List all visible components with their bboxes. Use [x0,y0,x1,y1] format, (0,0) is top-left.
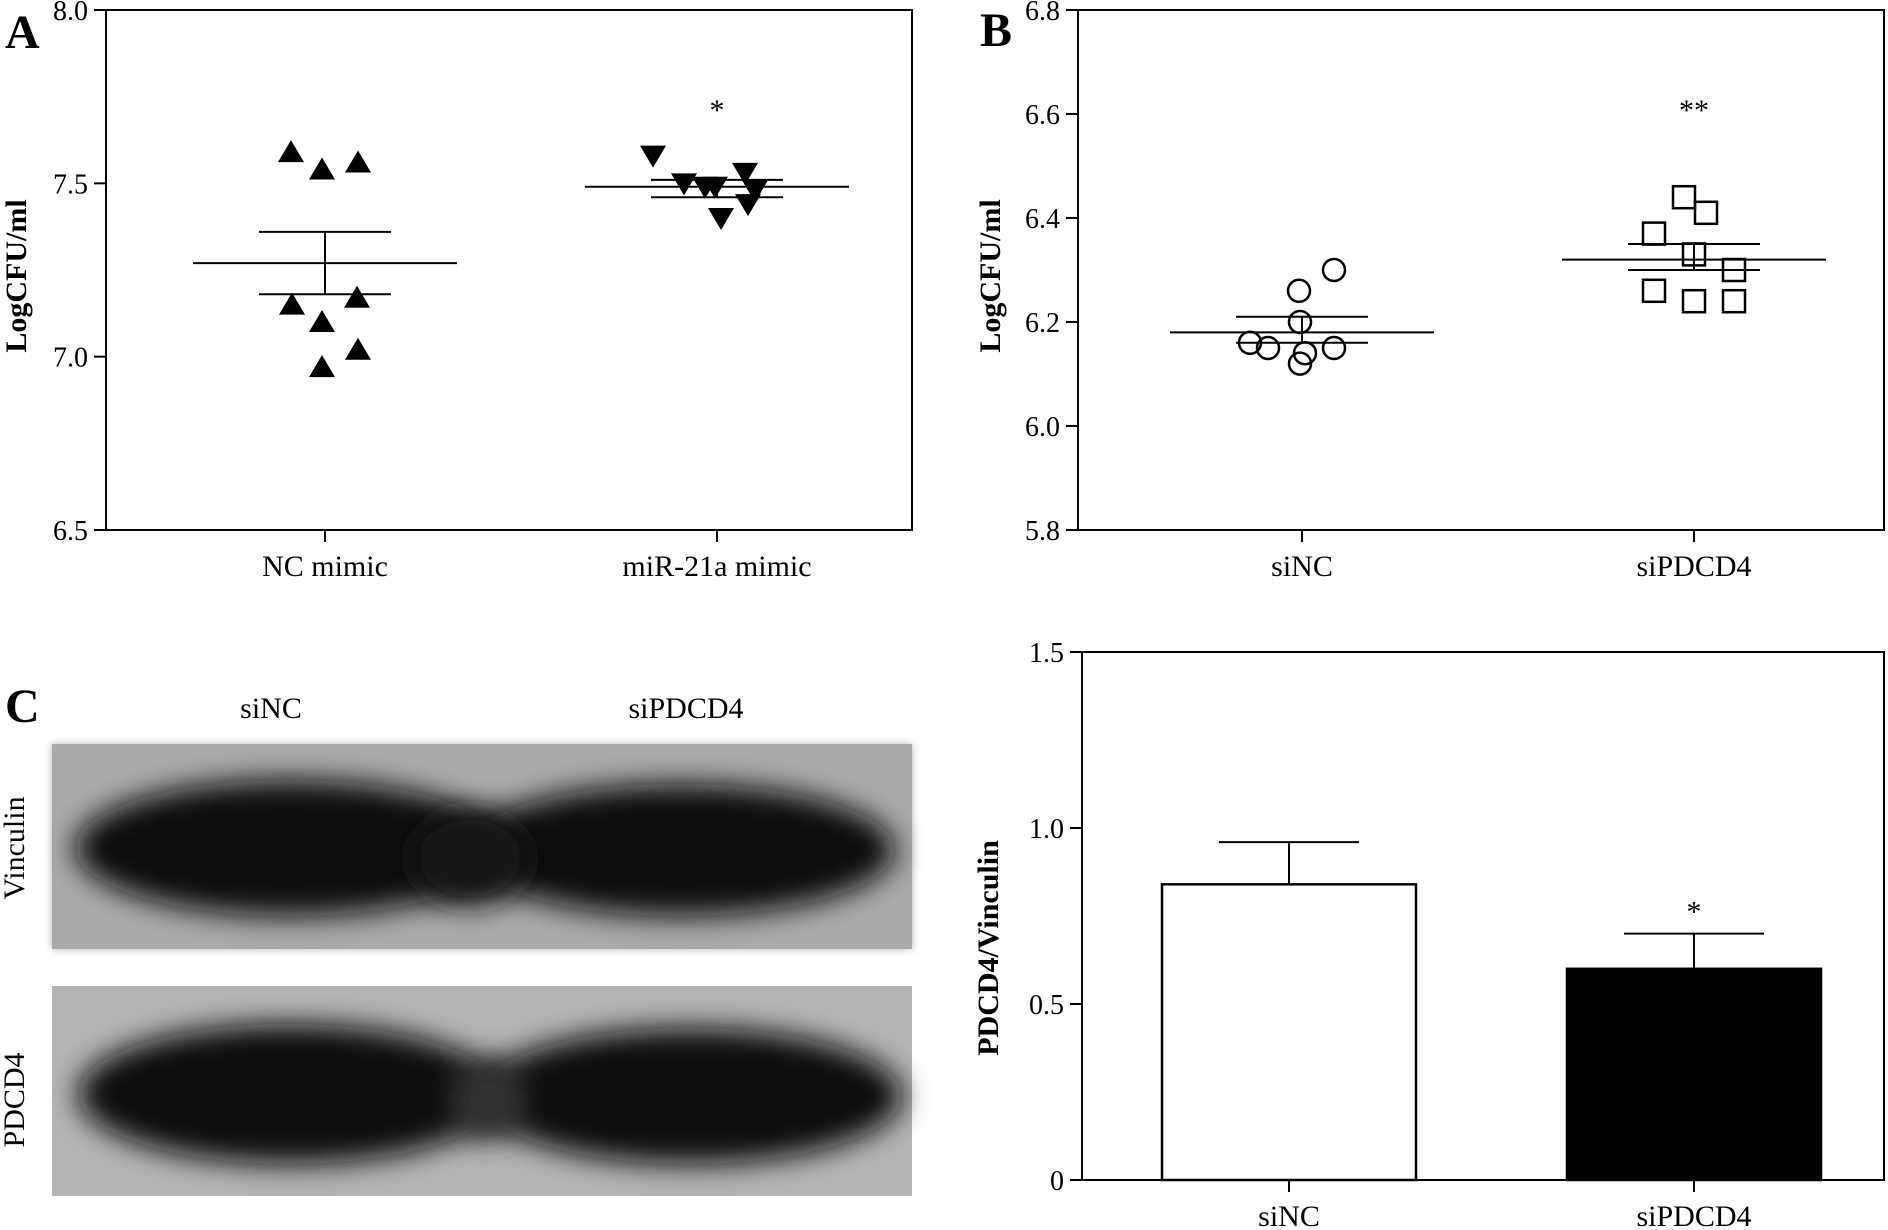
panel-a-letter: A [5,6,40,59]
panel-b-y-tick-label: 6.4 [1025,204,1060,235]
panel-c-y-tick-label: 1.5 [1029,638,1064,669]
blot-column-label-sinc: siNC [240,692,302,725]
panel-a-point-nc-mimic [278,140,304,163]
panel-a-x-label-mir-21a-mimic: miR-21a mimic [622,550,811,583]
western-blot: C siNC siPDCD4 Vinculin PDCD4 [0,680,912,1196]
panel-a-point-nc-mimic [279,292,305,315]
panel-c-x-label-sipdcd4: siPDCD4 [1636,1200,1751,1230]
panel-a-y-axis-label: LogCFU/ml [0,199,33,352]
blot-strip-pdcd4 [52,986,912,1196]
panel-b-y-axis-label: LogCFU/ml [974,199,1007,352]
blot-band-pdcd4-sinc [78,1024,502,1164]
blot-column-label-sipdcd4: siPDCD4 [628,692,743,725]
panel-a-y-tick-label: 7.5 [53,169,88,200]
panel-a-point-mir-21a-mimic [671,173,697,196]
panel-b-point-sinc [1287,309,1313,335]
panel-b-y-tick-label: 6.6 [1025,100,1060,131]
panel-a-y-tick-label: 7.0 [53,343,88,374]
panel-b-plot-frame [1077,9,1885,531]
panel-b-y-tick-label: 6.0 [1025,412,1060,443]
blot-band-vinculin-sinc [75,780,505,916]
panel-a-point-mir-21a-mimic [732,162,758,185]
panel-a-plot-frame [105,9,913,531]
panel-b-point-sinc [1287,351,1313,376]
panel-b-point-sipdcd4 [1721,288,1747,314]
panel-a-scatter-plot: A LogCFU/ml 6.5 7.0 7.5 8.0 NC mimic miR-21a … [0,0,913,583]
panel-a-point-mir-21a-mimic [708,208,734,230]
panel-c-letter: C [5,680,40,733]
blot-row-label-pdcd4: PDCD4 [0,1052,31,1147]
panel-b-point-sipdcd4 [1641,278,1667,304]
panel-b-point-sipdcd4 [1671,184,1697,210]
panel-b-letter: B [980,4,1012,57]
panel-a-point-nc-mimic [344,285,370,308]
panel-b-point-sinc [1321,335,1347,361]
panel-a-y-tick-label: 8.0 [53,0,88,27]
panel-c-y-axis-label: PDCD4/Vinculin [972,840,1005,1056]
panel-a-point-mir-21a-mimic [640,145,666,168]
panel-b-point-sipdcd4 [1641,221,1667,246]
panel-a-significance-mir-21a-mimic: * [710,94,725,127]
panel-c-bar-sipdcd4 [1565,967,1823,1182]
panel-b-point-sipdcd4 [1693,200,1719,226]
blot-row-label-vinculin: Vinculin [0,796,31,899]
panel-b-point-sinc [1321,257,1347,283]
panel-c-y-tick-label: 0 [1050,1166,1064,1197]
panel-c-plot-frame [1081,651,1885,1181]
panel-b-significance-sipdcd4: ** [1679,94,1709,127]
panel-a-point-nc-mimic [309,157,335,180]
panel-c-y-tick-label: 1.0 [1029,814,1064,845]
panel-c-significance-sipdcd4: * [1687,896,1702,929]
blot-band-vinculin-sipdcd4 [465,784,895,916]
panel-a-point-nc-mimic [309,355,335,378]
blot-band-pdcd4-sipdcd4 [478,1028,902,1164]
panel-b-point-sinc [1255,335,1281,361]
panel-a-point-mir-21a-mimic [735,194,761,217]
blot-strip-vinculin [52,744,912,949]
panel-b-point-sipdcd4 [1681,288,1707,314]
panel-a-x-label-nc-mimic: NC mimic [262,550,388,583]
panel-b-y-tick-label: 5.8 [1025,516,1060,547]
panel-c-bar-sinc [1160,883,1418,1182]
panel-a-y-tick-label: 6.5 [53,516,88,547]
panel-b-x-label-sinc: siNC [1271,550,1333,583]
panel-b-x-label-sipdcd4: siPDCD4 [1636,550,1751,583]
panel-a-point-nc-mimic [345,337,371,360]
panel-b-y-tick-label: 6.8 [1025,0,1060,27]
panel-b-point-sinc [1286,278,1312,304]
panel-a-point-mir-21a-mimic [742,180,768,203]
panel-a-point-nc-mimic [309,310,335,332]
panel-c-bar-chart: PDCD4/Vinculin 0 0.5 1.0 1.5 siNC siPDCD4 * [972,638,1885,1230]
panel-b-y-tick-label: 6.2 [1025,308,1060,339]
panel-c-y-tick-label: 0.5 [1029,990,1064,1021]
panel-a-point-nc-mimic [345,150,371,173]
panel-c-x-label-sinc: siNC [1258,1200,1320,1230]
panel-b-scatter-plot: B LogCFU/ml 5.8 6.0 6.2 6.4 6.6 6.8 siNC siPDCD… [974,0,1885,583]
